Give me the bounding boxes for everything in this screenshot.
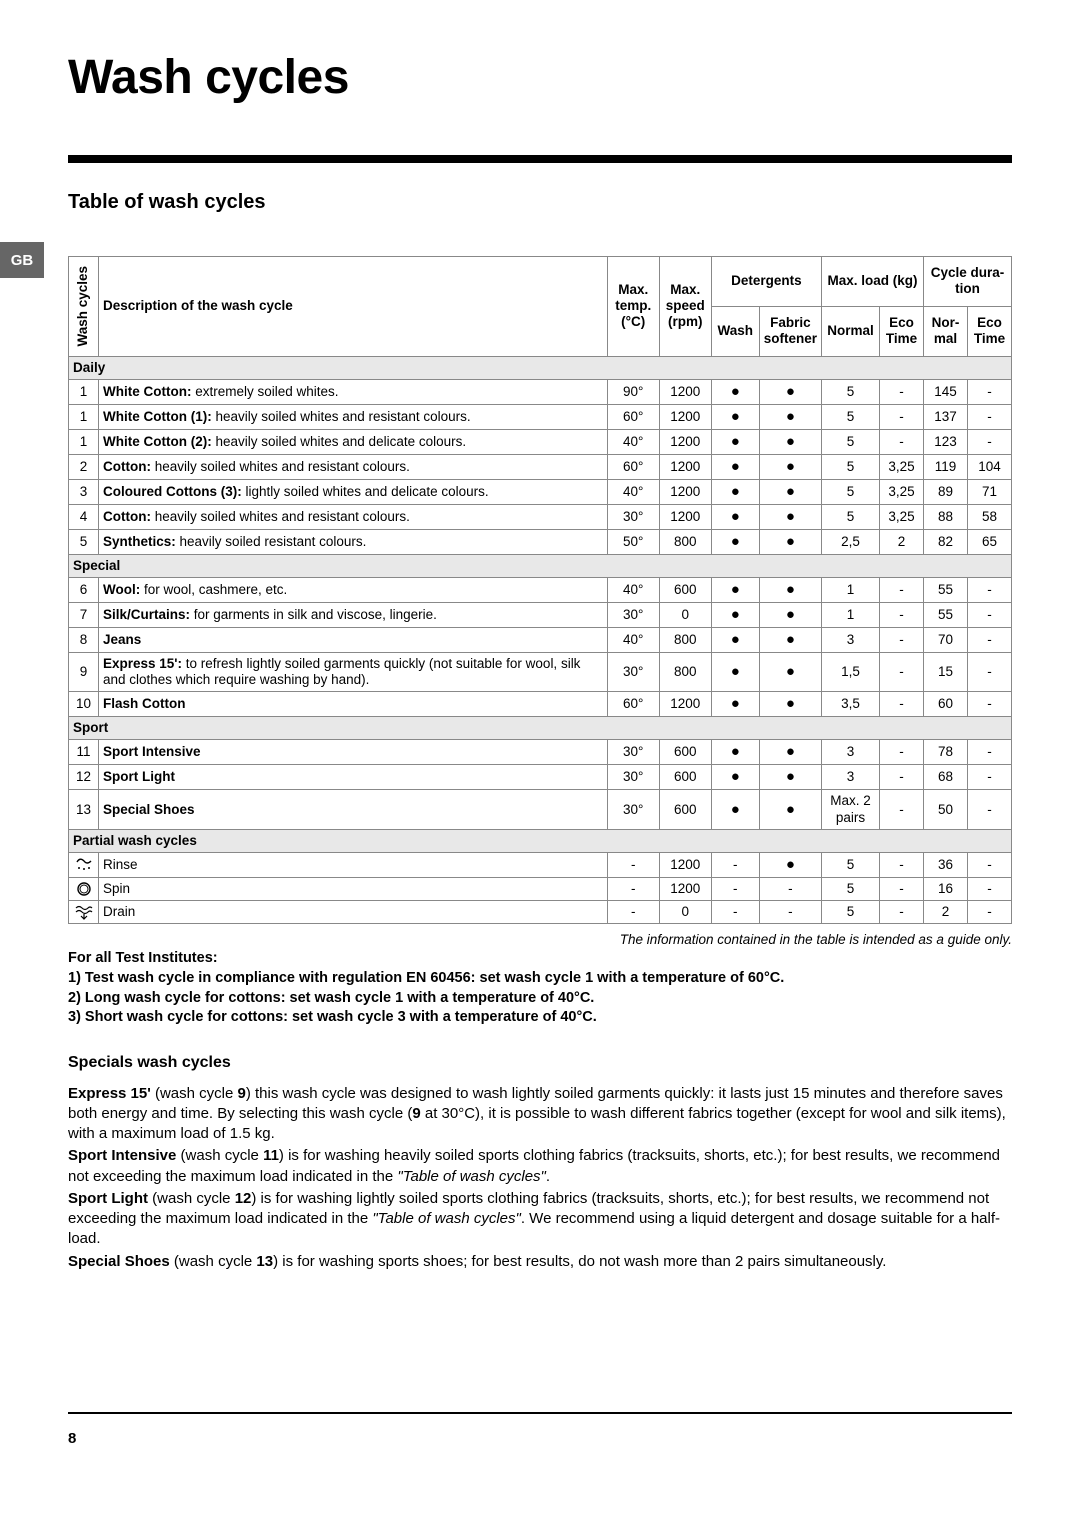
- table-row: 3Coloured Cottons (3): lightly soiled wh…: [69, 479, 1012, 504]
- table-row: 1White Cotton: extremely soiled whites.9…: [69, 379, 1012, 404]
- th-eco-load: Eco Time: [880, 306, 924, 356]
- th-wash: Wash: [711, 306, 759, 356]
- side-tab: GB: [0, 242, 44, 278]
- rinse-icon: [69, 853, 99, 878]
- test-institutes-block: For all Test Institutes: 1) Test wash cy…: [68, 949, 1012, 1027]
- footnote-italic: The information contained in the table i…: [68, 932, 1012, 947]
- th-duration: Cycle dura-tion: [924, 257, 1012, 307]
- table-row: 8Jeans40°800●●3-70-: [69, 627, 1012, 652]
- subtitle: Table of wash cycles: [68, 191, 1012, 214]
- table-row: 2Cotton: heavily soiled whites and resis…: [69, 454, 1012, 479]
- th-wash-cycles: Wash cycles: [69, 257, 99, 357]
- section-sport: Sport: [69, 717, 1012, 740]
- table-header-row: Wash cycles Description of the wash cycl…: [69, 257, 1012, 307]
- th-speed: Max. speed (rpm): [659, 257, 711, 357]
- drain-icon: [69, 901, 99, 924]
- table-row: 1White Cotton (1): heavily soiled whites…: [69, 404, 1012, 429]
- th-maxload: Max. load (kg): [822, 257, 924, 307]
- table-row: Spin-1200--5-16-: [69, 878, 1012, 901]
- specials-body: Express 15' (wash cycle 9) this wash cyc…: [68, 1084, 1012, 1272]
- th-normal-dur: Nor-mal: [924, 306, 968, 356]
- table-row: 4Cotton: heavily soiled whites and resis…: [69, 504, 1012, 529]
- table-row: 12Sport Light30°600●●3-68-: [69, 765, 1012, 790]
- wash-cycles-table: Wash cycles Description of the wash cycl…: [68, 256, 1012, 924]
- section-partial: Partial wash cycles: [69, 829, 1012, 852]
- th-eco-dur: Eco Time: [968, 306, 1012, 356]
- table-row: Drain-0--5-2-: [69, 901, 1012, 924]
- bottom-divider: [68, 1412, 1012, 1414]
- specials-title: Specials wash cycles: [68, 1054, 1012, 1072]
- th-temp: Max. temp. (°C): [607, 257, 659, 357]
- table-row: 5Synthetics: heavily soiled resistant co…: [69, 529, 1012, 554]
- page-title: Wash cycles: [68, 50, 1012, 105]
- section-daily: Daily: [69, 356, 1012, 379]
- title-divider: [68, 155, 1012, 163]
- table-row: Rinse-1200-●5-36-: [69, 853, 1012, 878]
- table-row: 7Silk/Curtains: for garments in silk and…: [69, 602, 1012, 627]
- table-row: 9Express 15': to refresh lightly soiled …: [69, 652, 1012, 691]
- spin-icon: [69, 878, 99, 901]
- table-row: 13Special Shoes30°600●●Max. 2 pairs-50-: [69, 790, 1012, 829]
- section-special: Special: [69, 554, 1012, 577]
- th-detergents: Detergents: [711, 257, 821, 307]
- table-row: 10Flash Cotton60°1200●●3,5-60-: [69, 692, 1012, 717]
- th-normal-load: Normal: [822, 306, 880, 356]
- th-description: Description of the wash cycle: [99, 257, 608, 357]
- page-number: 8: [68, 1430, 1012, 1447]
- th-softener: Fabric softener: [759, 306, 821, 356]
- table-row: 1White Cotton (2): heavily soiled whites…: [69, 429, 1012, 454]
- table-row: 11Sport Intensive30°600●●3-78-: [69, 740, 1012, 765]
- table-row: 6Wool: for wool, cashmere, etc.40°600●●1…: [69, 577, 1012, 602]
